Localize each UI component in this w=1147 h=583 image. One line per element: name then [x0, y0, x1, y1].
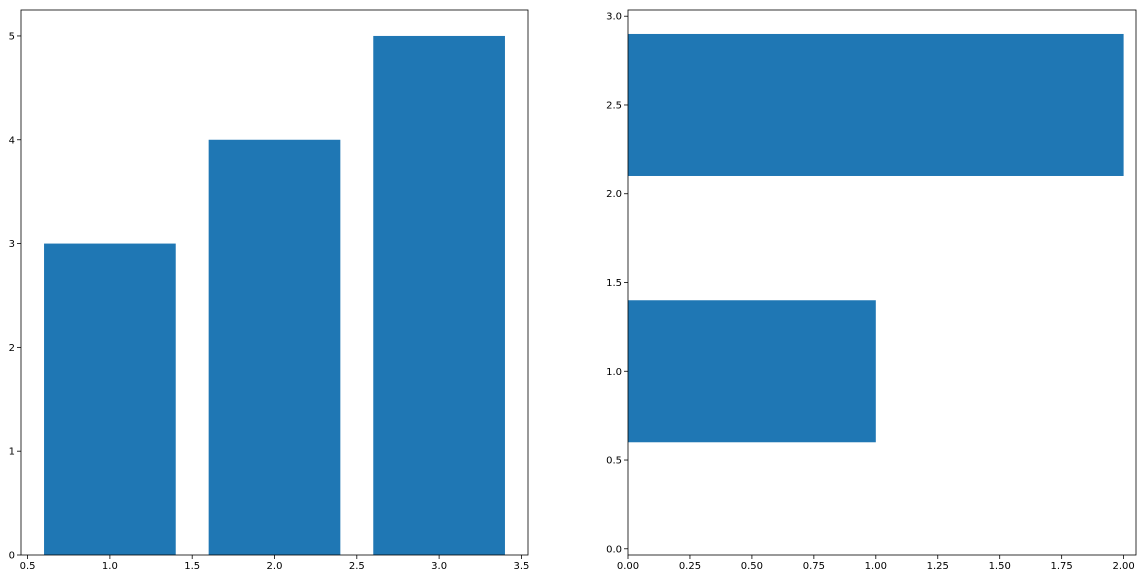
y-tick-label: 0.0 [606, 544, 622, 555]
y-tick-label: 1 [9, 447, 15, 458]
y-tick-label: 4 [9, 135, 15, 146]
x-tick-label: 0.5 [20, 561, 36, 572]
bar [628, 300, 876, 443]
y-tick-label: 0.5 [606, 456, 622, 467]
y-tick-label: 3.0 [606, 12, 622, 23]
x-tick-label: 1.5 [184, 561, 200, 572]
y-tick-label: 1.5 [606, 278, 622, 289]
bar [628, 33, 1124, 176]
x-tick-label: 1.50 [989, 561, 1011, 572]
x-tick-label: 0.75 [803, 561, 825, 572]
x-tick-label: 1.75 [1051, 561, 1073, 572]
x-tick-label: 2.00 [1112, 561, 1134, 572]
left-chart: 0.5 1.0 1.5 2.0 2.5 3.0 3.5 0 1 2 3 4 5 [9, 9, 529, 572]
bar [44, 243, 176, 556]
y-tick-label: 3 [9, 239, 15, 250]
y-tick-label: 2 [9, 343, 15, 354]
x-tick-label: 2.0 [267, 561, 283, 572]
x-tick-label: 2.5 [349, 561, 365, 572]
y-tick-label: 2.0 [606, 189, 622, 200]
x-tick-label: 0.50 [741, 561, 763, 572]
x-tick-label: 3.0 [431, 561, 447, 572]
x-tick-label: 1.00 [865, 561, 887, 572]
y-tick-label: 2.5 [606, 100, 622, 111]
y-tick-label: 1.0 [606, 367, 622, 378]
right-chart: 0.00 0.25 0.50 0.75 1.00 1.25 1.50 1.75 2.00 0.0 0… [606, 9, 1137, 572]
x-tick-label: 0.25 [679, 561, 701, 572]
x-tick-label: 0.00 [617, 561, 639, 572]
bar [208, 139, 341, 555]
y-tick-label: 5 [9, 31, 15, 42]
bar [373, 35, 505, 555]
x-tick-label: 1.0 [102, 561, 118, 572]
x-tick-label: 1.25 [927, 561, 949, 572]
y-tick-label: 0 [9, 551, 15, 562]
x-tick-label: 3.5 [513, 561, 529, 572]
